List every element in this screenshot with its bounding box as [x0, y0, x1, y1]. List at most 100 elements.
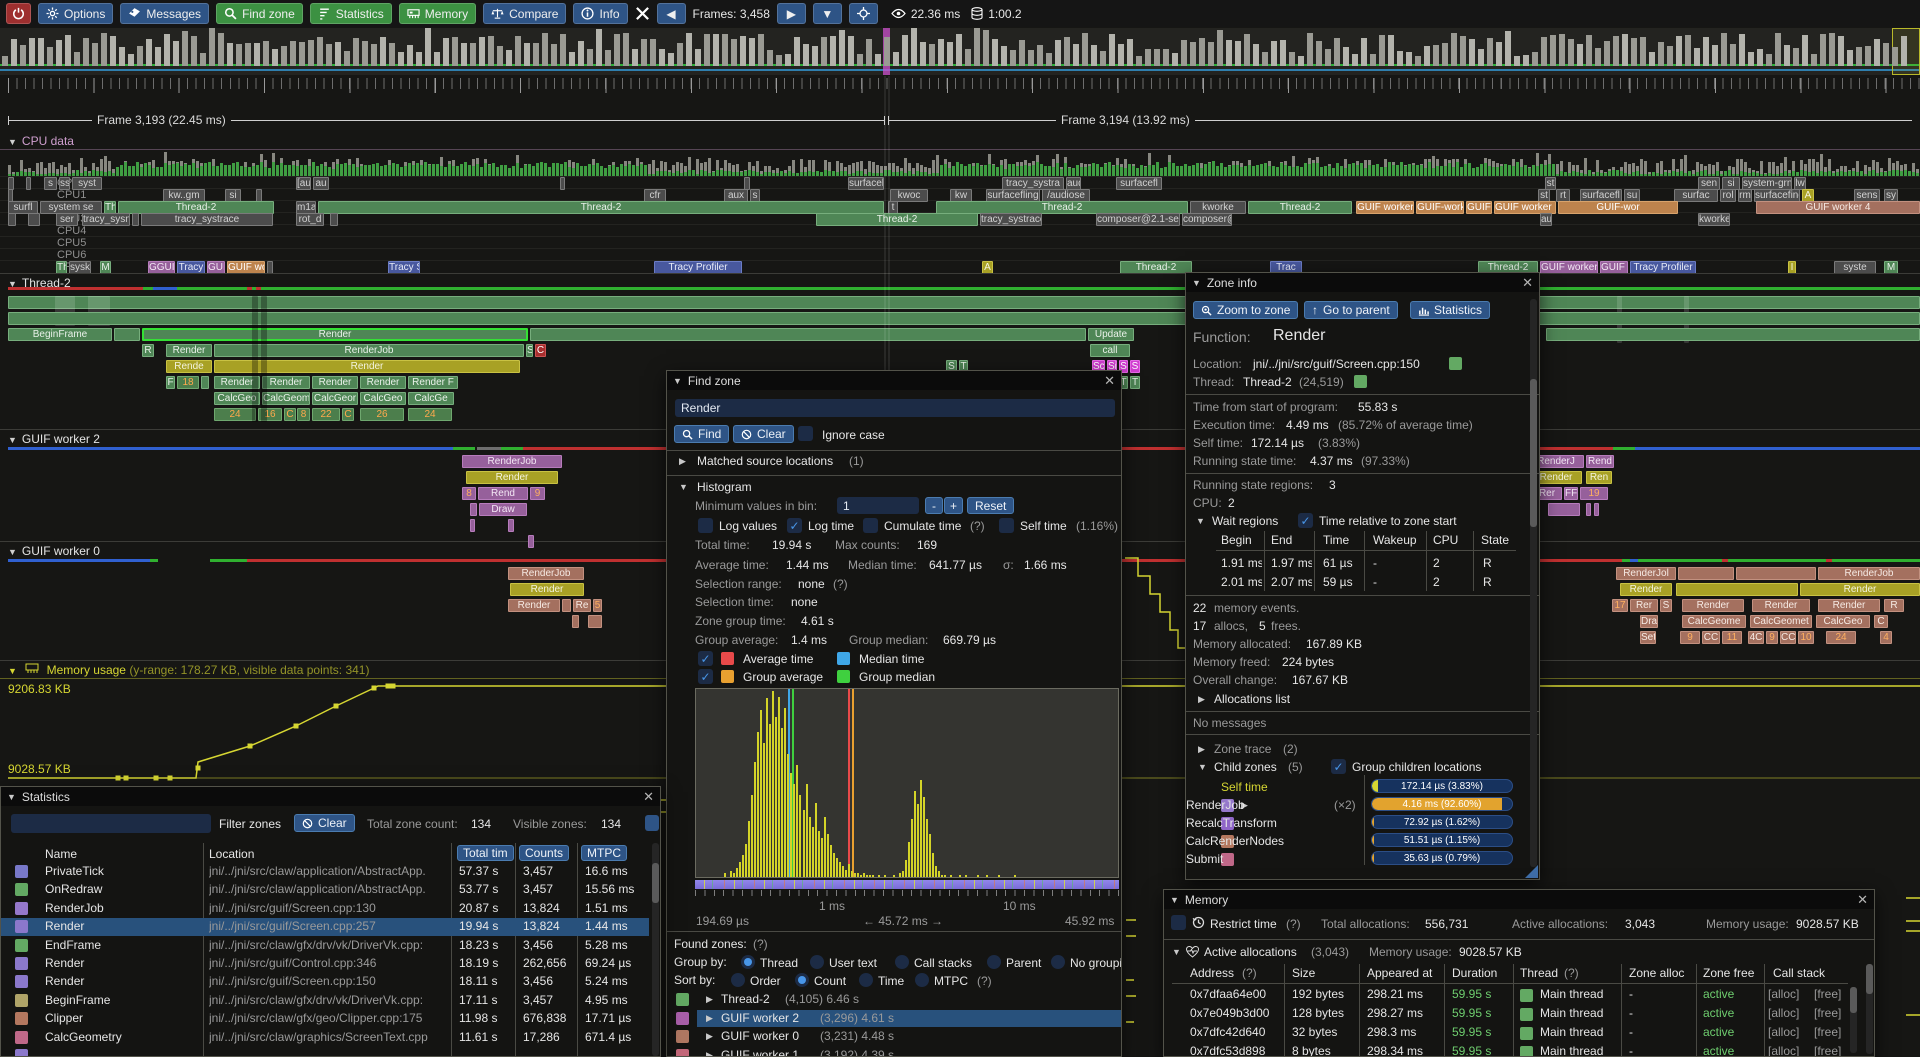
timeline-zone[interactable]: 9	[1766, 631, 1778, 644]
alloc-callstack-link[interactable]: [alloc]	[1768, 987, 1799, 1001]
timeline-zone[interactable]: CalcGeo	[360, 392, 406, 405]
cpu-zone[interactable]	[330, 213, 338, 226]
timeline-zone[interactable]: RenderJob	[462, 455, 562, 468]
timeline-zone[interactable]: 24	[408, 408, 452, 421]
timeline-zone[interactable]: BeginFrame	[8, 328, 112, 341]
timeline-zone[interactable]: R	[142, 344, 154, 357]
column-header-location[interactable]: Location	[209, 847, 254, 861]
compare-button[interactable]: Compare	[483, 3, 566, 24]
statistics-row[interactable]: BeginFrame jni/../jni/src/claw/gfx/drv/v…	[1, 992, 649, 1010]
frame1-label[interactable]: Frame 3,193 (22.45 ms)	[92, 113, 231, 127]
cpu-zone[interactable]: surfacefl	[1116, 177, 1162, 190]
radio-call-stacks[interactable]	[895, 955, 909, 969]
expand-icon[interactable]: ▶	[706, 994, 713, 1005]
timeline-zone[interactable]	[1736, 567, 1816, 580]
timeline-zone[interactable]: 22	[312, 408, 340, 421]
statistics-row[interactable]: EndFrame jni/../jni/src/claw/gfx/drv/vk/…	[1, 937, 649, 955]
radio-no-grouping[interactable]	[1051, 955, 1065, 969]
child-zone-row[interactable]: Submit 35.63 µs (0.79%)	[1186, 851, 1540, 868]
frame2-label[interactable]: Frame 3,194 (13.92 ms)	[1056, 113, 1195, 127]
alloc-callstack-link[interactable]: [alloc]	[1768, 1044, 1799, 1057]
cpu-zone[interactable]: [au	[296, 177, 311, 190]
timeline-zone[interactable]: S	[1130, 360, 1140, 373]
ignore-case-checkbox[interactable]	[798, 426, 813, 441]
timeline-zone[interactable]: Dra	[1640, 615, 1658, 628]
timeline-zone[interactable]	[8, 296, 1920, 309]
group-children-checkbox[interactable]: ✓	[1331, 759, 1346, 774]
collapse-icon[interactable]: ▼	[8, 547, 17, 557]
cpu-zone[interactable]: rm	[1738, 189, 1752, 202]
cpu-data-header[interactable]: ▼CPU data	[8, 134, 74, 148]
alloc-callstack-link[interactable]: [alloc]	[1768, 1025, 1799, 1039]
memory-window[interactable]: ▼Memory✕ Restrict time (?) Total allocat…	[1163, 889, 1875, 1057]
timeline-zone[interactable]: C	[284, 408, 296, 421]
timeline-zone[interactable]: Render	[360, 376, 406, 389]
cpu-zone[interactable]	[8, 213, 16, 226]
child-zone-row[interactable]: RecalcTransform 72.92 µs (1.62%)	[1186, 815, 1540, 832]
timeline-zone[interactable]: Render	[510, 583, 584, 596]
cpu-zone[interactable]	[132, 213, 139, 226]
found-zone-group-row[interactable]: ▶ GUIF worker 1 (3,192) 4.39 s	[667, 1047, 1122, 1057]
statistics-row[interactable]: Clipper jni/../jni/src/claw/gfx/geo/Clip…	[1, 1010, 649, 1028]
timeline-zone[interactable]: Render	[1620, 583, 1672, 596]
cpu-zone[interactable]: composer@2.1-se (HW	[1096, 213, 1180, 226]
timeline-zone[interactable]	[201, 376, 209, 389]
statistics-row[interactable]: RenderJob jni/../jni/src/guif/Screen.cpp…	[1, 900, 649, 918]
timeline-zone[interactable]	[528, 535, 534, 548]
statistics-row[interactable]: PrivateTick jni/../jni/src/claw/applicat…	[1, 863, 649, 881]
cpu-zone[interactable]: tracy_systrace	[980, 213, 1042, 226]
increment-button[interactable]: +	[944, 497, 963, 514]
cpu-zone[interactable]	[560, 177, 565, 190]
scrollbar-thumb[interactable]	[1530, 379, 1537, 527]
min-bin-input[interactable]: 1	[837, 497, 919, 514]
zoom-to-zone-button[interactable]: Zoom to zone	[1193, 301, 1298, 319]
timeline-zone[interactable]: F	[166, 376, 175, 389]
statistics-row[interactable]: OnRedraw jni/../jni/src/claw/application…	[1, 881, 649, 899]
timeline-zone[interactable]	[1676, 583, 1798, 596]
cpu-zone[interactable]: rol	[1720, 189, 1736, 202]
timeline-zone[interactable]: 26	[360, 408, 404, 421]
avg-median-checkbox[interactable]: ✓	[698, 651, 713, 666]
cpu-zone[interactable]: GUIF-work	[1416, 201, 1464, 214]
timeline-zone[interactable]: Update	[1088, 328, 1134, 341]
zone-location[interactable]: jni/../jni/src/guif/Screen.cpp:150	[1253, 357, 1420, 371]
expand-icon[interactable]: ▶	[1198, 744, 1205, 755]
prev-frame-button[interactable]: ◀	[657, 3, 686, 24]
found-zones-strip[interactable]	[695, 880, 1119, 889]
messages-button[interactable]: Messages	[120, 3, 209, 24]
radio-parent[interactable]	[987, 955, 1001, 969]
column-header-name[interactable]: Name	[45, 847, 77, 861]
group-avg-checkbox[interactable]: ✓	[698, 669, 713, 684]
timeline-zone[interactable]: C	[1874, 615, 1888, 628]
cpu-zone[interactable]: GUIF worker 4	[1756, 201, 1920, 214]
timeline-zone[interactable]	[252, 296, 258, 422]
allocations-list-label[interactable]: Allocations list	[1214, 692, 1290, 706]
timeline-zone[interactable]: 9	[530, 487, 545, 500]
log-values-checkbox[interactable]	[698, 518, 713, 533]
timeline-zone[interactable]: 11	[1722, 631, 1742, 644]
close-icon[interactable]: ✕	[643, 789, 654, 805]
goto-frame-button[interactable]: ▼	[813, 3, 842, 24]
zone-info-window[interactable]: ▼Zone info✕ Zoom to zone ↑Go to parent S…	[1185, 272, 1540, 880]
expand-icon[interactable]: ▶	[706, 1050, 713, 1057]
timeline-zone[interactable]: RenderJob	[508, 567, 584, 580]
zone-info-titlebar[interactable]: ▼Zone info✕	[1186, 273, 1539, 292]
thread-header[interactable]: ▼GUIF worker 2	[8, 432, 100, 446]
timeline-zone[interactable]	[572, 615, 579, 628]
timeline-zone[interactable]: CalcGe	[408, 392, 454, 405]
cpu-zone[interactable]: surfacel	[848, 177, 884, 190]
found-zone-group-row[interactable]: ▶ GUIF worker 2 (3,296) 4.61 s	[667, 1010, 1122, 1027]
timeline-zone[interactable]: C	[342, 408, 354, 421]
sort-mtpc-button[interactable]: MTPC	[581, 845, 627, 861]
statistics-row[interactable]: Render jni/../jni/src/guif/Control.cpp:3…	[1, 955, 649, 973]
cpu-zone[interactable]: composer@	[1182, 213, 1232, 226]
timeline-zone[interactable]: CalcGeor	[312, 392, 358, 405]
cpu-zone[interactable]: au	[313, 177, 329, 190]
timeline-zone[interactable]	[470, 503, 477, 516]
histogram-label[interactable]: Histogram	[697, 480, 752, 494]
filter-zones-input[interactable]	[11, 814, 211, 833]
timeline-zone[interactable]: 24	[214, 408, 256, 421]
find-zone-titlebar[interactable]: ▼Find zone✕	[667, 371, 1121, 390]
cpu-zone[interactable]: tracy_systrace	[141, 213, 273, 226]
timeline-zone[interactable]: 18	[177, 376, 199, 389]
